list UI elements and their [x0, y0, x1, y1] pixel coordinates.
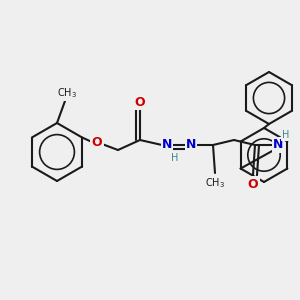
Text: N: N — [162, 139, 172, 152]
Text: H: H — [171, 153, 179, 163]
Text: O: O — [92, 136, 102, 149]
Text: N: N — [186, 139, 196, 152]
Text: H: H — [282, 130, 290, 140]
Text: CH$_3$: CH$_3$ — [57, 86, 77, 100]
Text: O: O — [248, 178, 258, 190]
Text: N: N — [273, 139, 283, 152]
Text: CH$_3$: CH$_3$ — [205, 176, 225, 190]
Text: O: O — [135, 95, 145, 109]
